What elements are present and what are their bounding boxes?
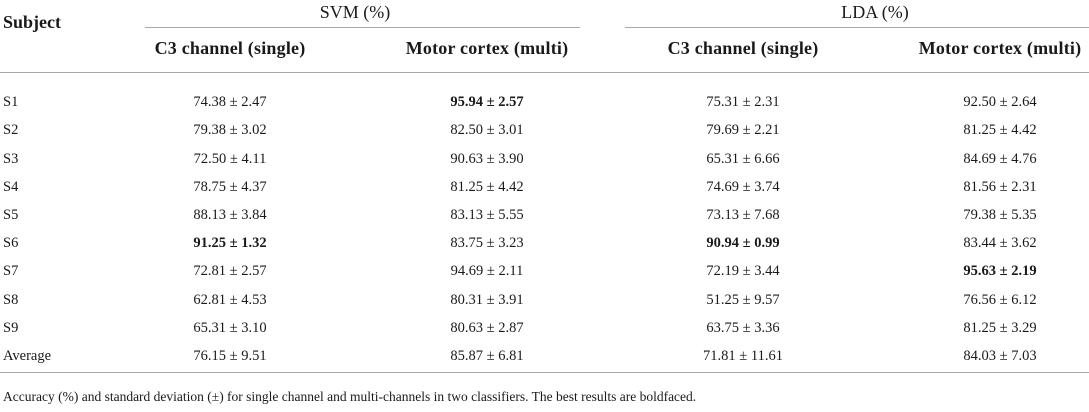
table-row: S2 79.38 ± 3.02 82.50 ± 3.01 79.69 ± 2.2… [0,116,1089,144]
svm-c3-cell: 72.81 ± 2.57 [193,263,267,280]
svm-motor-cortex-cell: 80.31 ± 3.91 [450,291,524,308]
lda-motor-cortex-cell: 76.56 ± 6.12 [963,291,1037,308]
lda-c3-cell: 63.75 ± 3.36 [706,319,780,336]
svm-motor-cortex-cell: 81.25 ± 4.42 [450,178,524,195]
subject-cell: S3 [3,150,19,167]
lda-motor-cortex-column-header: Motor cortex (multi) [918,38,1082,58]
lda-motor-cortex-cell: 81.25 ± 4.42 [963,122,1037,139]
bottom-rule [0,372,1089,373]
lda-c3-cell: 65.31 ± 6.66 [706,150,780,167]
svm-c3-cell: 72.50 ± 4.11 [193,150,267,167]
svm-group-header: SVM (%) [319,2,391,22]
svm-group-rule [145,27,580,28]
lda-c3-cell: 72.19 ± 3.44 [706,263,780,280]
subject-cell: Average [3,348,52,365]
lda-group-header: LDA (%) [841,2,909,22]
lda-c3-cell: 74.69 ± 3.74 [706,178,780,195]
svm-motor-cortex-cell: 95.94 ± 2.57 [450,94,524,111]
lda-motor-cortex-cell: 81.25 ± 3.29 [963,319,1037,336]
svm-motor-cortex-cell: 80.63 ± 2.87 [450,319,524,336]
table-body: S1 74.38 ± 2.47 95.94 ± 2.57 75.31 ± 2.3… [0,88,1089,370]
header-rule [0,72,1089,73]
svm-c3-column-header: C3 channel (single) [154,38,306,58]
table-row: S7 72.81 ± 2.57 94.69 ± 2.11 72.19 ± 3.4… [0,257,1089,285]
subject-cell: S4 [3,178,19,195]
svm-motor-cortex-cell: 85.87 ± 6.81 [450,348,524,365]
lda-c3-cell: 73.13 ± 7.68 [706,206,780,223]
svm-c3-cell: 62.81 ± 4.53 [193,291,267,308]
svm-c3-cell: 74.38 ± 2.47 [193,94,267,111]
svm-motor-cortex-cell: 94.69 ± 2.11 [450,263,524,280]
svm-c3-cell: 88.13 ± 3.84 [193,206,267,223]
table-row: S8 62.81 ± 4.53 80.31 ± 3.91 51.25 ± 9.5… [0,286,1089,314]
svm-motor-cortex-column-header: Motor cortex (multi) [405,38,569,58]
svm-motor-cortex-cell: 90.63 ± 3.90 [450,150,524,167]
svm-c3-cell: 91.25 ± 1.32 [193,235,267,252]
lda-c3-cell: 51.25 ± 9.57 [706,291,780,308]
subject-column-header: Subject [3,12,61,32]
svm-c3-cell: 79.38 ± 3.02 [193,122,267,139]
svm-motor-cortex-cell: 83.75 ± 3.23 [450,235,524,252]
svm-motor-cortex-cell: 83.13 ± 5.55 [450,206,524,223]
table-row: S1 74.38 ± 2.47 95.94 ± 2.57 75.31 ± 2.3… [0,88,1089,116]
table-row: S6 91.25 ± 1.32 83.75 ± 3.23 90.94 ± 0.9… [0,229,1089,257]
lda-motor-cortex-cell: 92.50 ± 2.64 [963,94,1037,111]
svm-c3-cell: 65.31 ± 3.10 [193,319,267,336]
subject-cell: S8 [3,291,19,308]
table-row: S4 78.75 ± 4.37 81.25 ± 4.42 74.69 ± 3.7… [0,173,1089,201]
svm-motor-cortex-cell: 82.50 ± 3.01 [450,122,524,139]
subject-cell: S6 [3,235,19,252]
lda-group-rule [625,27,1089,28]
lda-motor-cortex-cell: 79.38 ± 5.35 [963,206,1037,223]
lda-c3-cell: 71.81 ± 11.61 [703,348,783,365]
subheader-row: C3 channel (single) Motor cortex (multi)… [0,37,1089,59]
average-row: Average 76.15 ± 9.51 85.87 ± 6.81 71.81 … [0,342,1089,370]
lda-c3-cell: 75.31 ± 2.31 [706,94,780,111]
subject-cell: S5 [3,206,19,223]
lda-motor-cortex-cell: 83.44 ± 3.62 [963,235,1037,252]
subject-cell: S7 [3,263,19,280]
lda-motor-cortex-cell: 81.56 ± 2.31 [963,178,1037,195]
svm-c3-cell: 76.15 ± 9.51 [193,348,267,365]
table-row: S9 65.31 ± 3.10 80.63 ± 2.87 63.75 ± 3.3… [0,314,1089,342]
table-row: S3 72.50 ± 4.11 90.63 ± 3.90 65.31 ± 6.6… [0,144,1089,172]
lda-c3-cell: 90.94 ± 0.99 [706,235,780,252]
svm-c3-cell: 78.75 ± 4.37 [193,178,267,195]
subject-cell: S1 [3,94,19,111]
lda-motor-cortex-cell: 84.69 ± 4.76 [963,150,1037,167]
subject-cell: S9 [3,319,19,336]
lda-c3-column-header: C3 channel (single) [667,38,819,58]
table-row: S5 88.13 ± 3.84 83.13 ± 5.55 73.13 ± 7.6… [0,201,1089,229]
lda-motor-cortex-cell: 95.63 ± 2.19 [963,263,1037,280]
lda-c3-cell: 79.69 ± 2.21 [706,122,780,139]
lda-motor-cortex-cell: 84.03 ± 7.03 [963,348,1037,365]
table-caption: Accuracy (%) and standard deviation (±) … [3,389,697,404]
subject-cell: S2 [3,122,19,139]
